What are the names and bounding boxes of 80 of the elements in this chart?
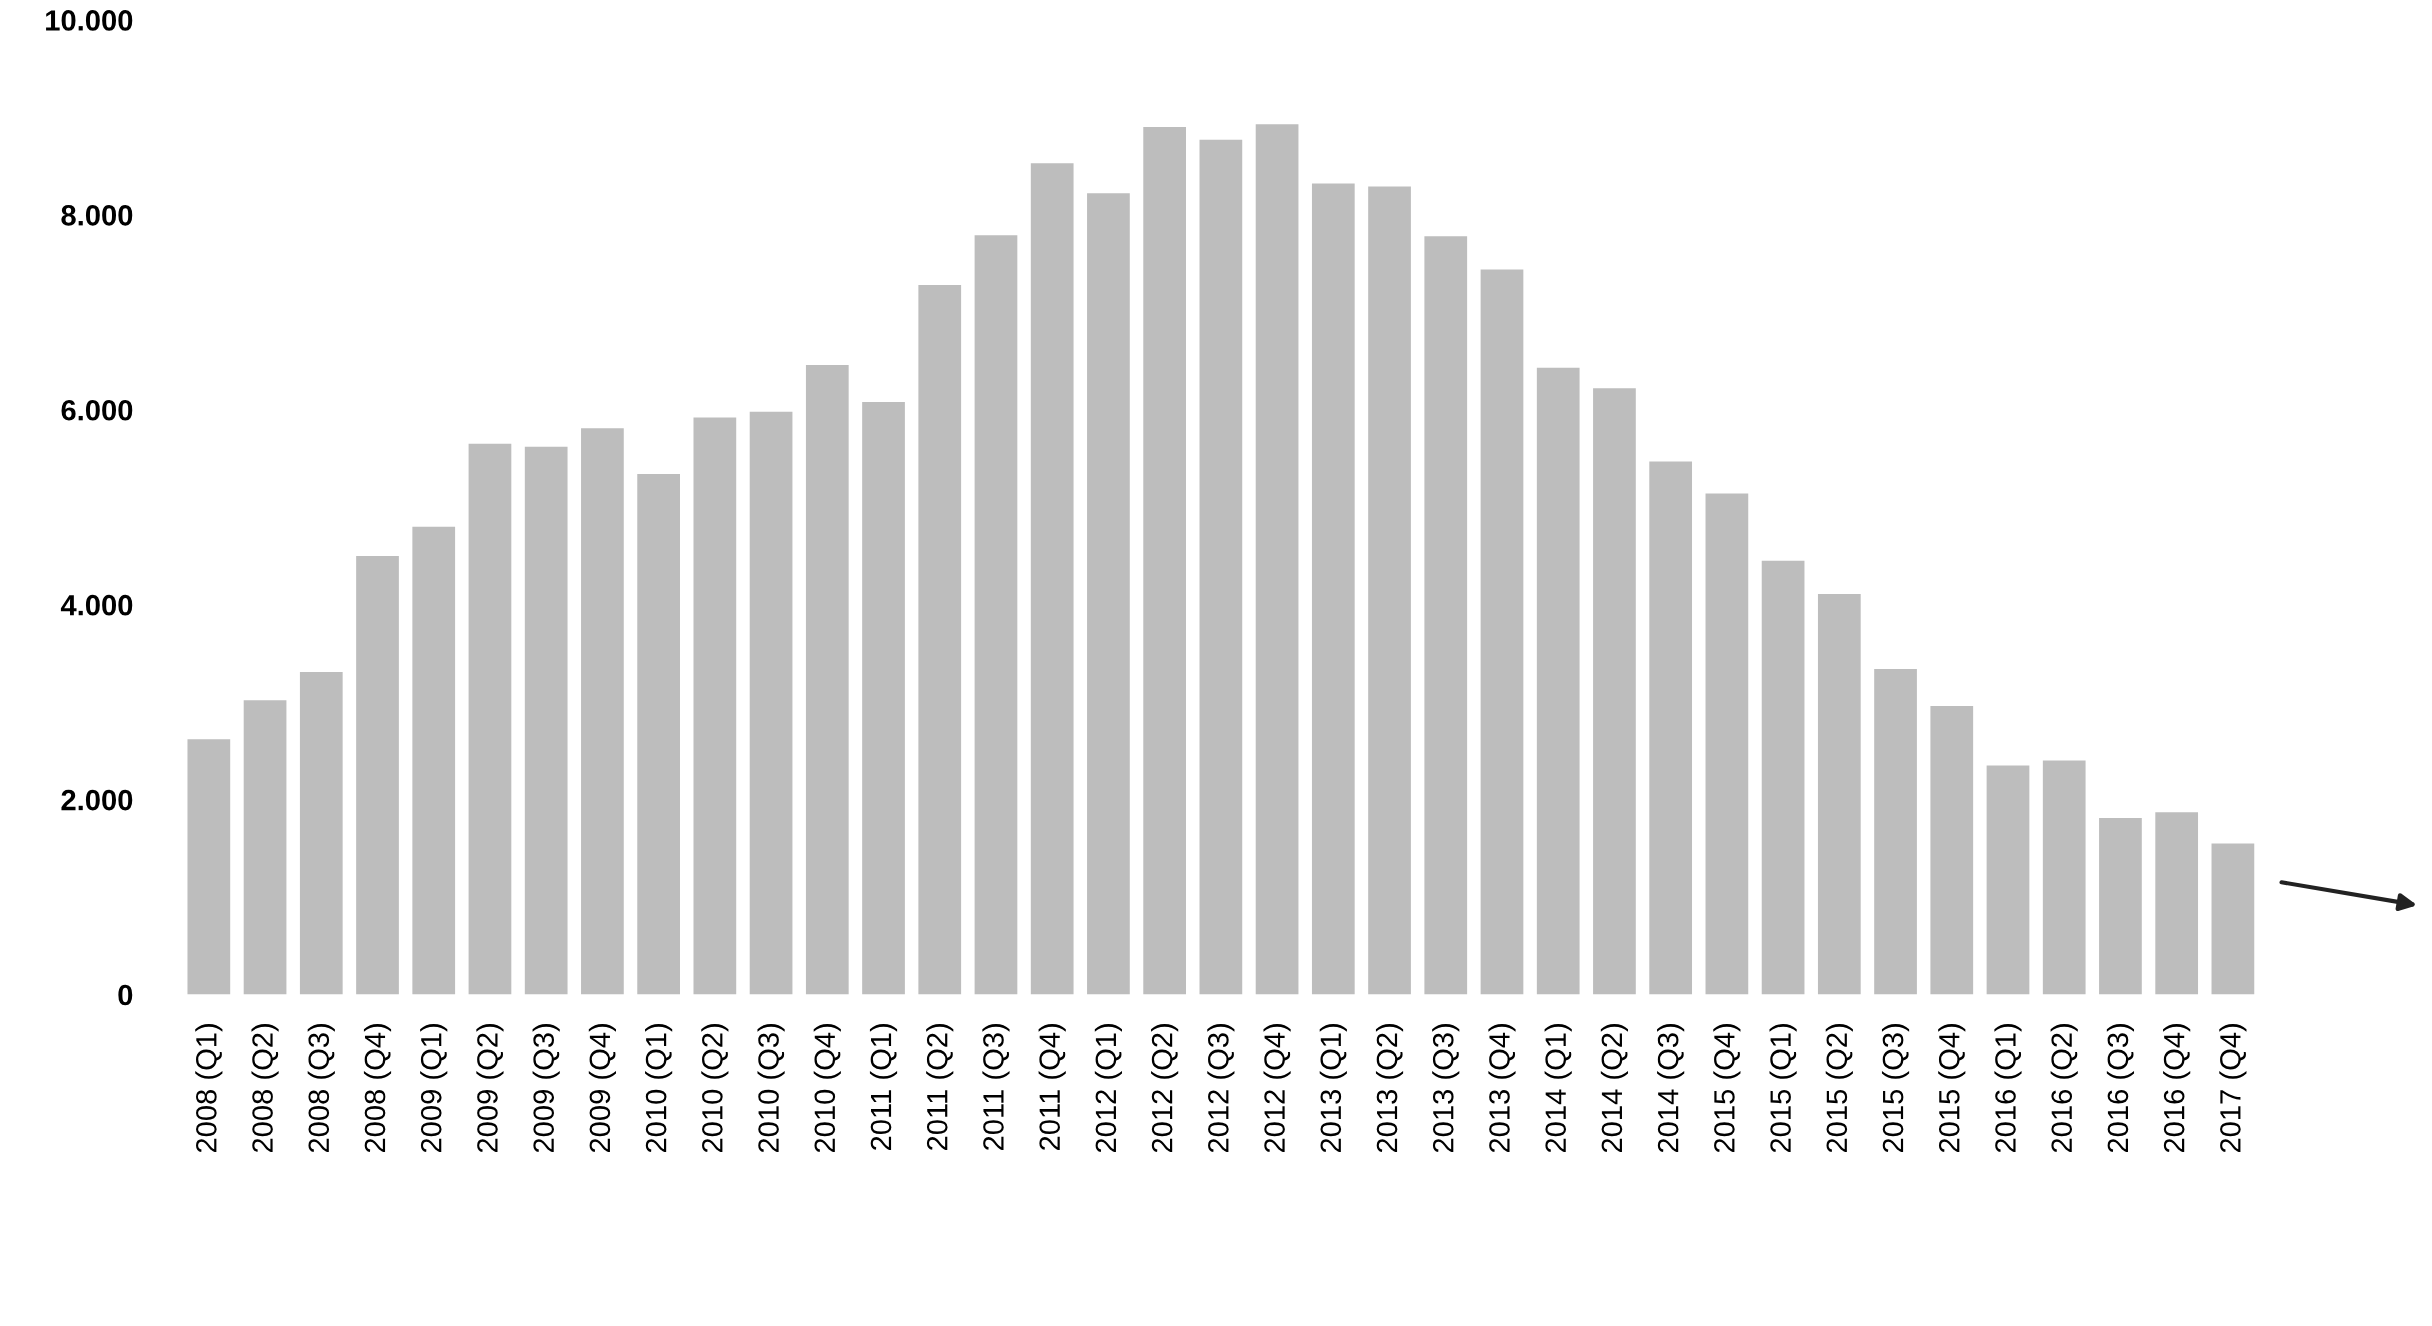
x-tick-label: 2014 (Q3) <box>1657 1024 1685 1153</box>
bar <box>693 417 737 995</box>
bar <box>1536 367 1580 995</box>
y-tick-label: 8.000 <box>61 205 133 226</box>
bar <box>1424 236 1468 995</box>
bar <box>1986 765 2030 995</box>
x-tick-label: 2009 (Q4) <box>588 1024 616 1153</box>
y-tick-label: 0 <box>118 984 133 1006</box>
bar <box>862 401 905 995</box>
bar <box>2042 760 2086 995</box>
x-tick-label: 2011 (Q3) <box>982 1024 1010 1150</box>
x-tick-label: 2016 (Q2) <box>2050 1024 2078 1153</box>
x-tick-label: 2016 (Q4) <box>2163 1024 2191 1153</box>
y-tick-label: 4.000 <box>60 594 133 616</box>
bar <box>2155 812 2199 995</box>
x-tick-label: 2010 (Q1) <box>645 1024 673 1153</box>
x-tick-label: 2008 (Q2) <box>251 1024 279 1153</box>
bar <box>581 428 624 995</box>
bar <box>1143 127 1187 995</box>
bar <box>749 411 793 995</box>
y-tick-label: 6.000 <box>61 399 133 421</box>
y-tick-label: 10.000 <box>46 10 133 31</box>
bar <box>805 364 849 995</box>
bar <box>1705 493 1749 995</box>
bar <box>1199 139 1243 995</box>
bar <box>1311 183 1355 995</box>
x-tick-label: 2009 (Q3) <box>532 1024 560 1153</box>
bar <box>1030 163 1074 995</box>
bar <box>2211 843 2255 995</box>
x-tick-label: 2012 (Q1) <box>1094 1024 1122 1153</box>
x-tick-label: 2010 (Q2) <box>701 1024 729 1153</box>
x-tick-label: 2008 (Q1) <box>195 1024 223 1153</box>
x-tick-label: 2010 (Q3) <box>757 1024 785 1153</box>
x-tick-label: 2011 (Q4) <box>1038 1024 1066 1150</box>
bar <box>1255 124 1299 995</box>
bar <box>299 671 343 995</box>
x-tick-label: 2012 (Q4) <box>1263 1024 1291 1153</box>
bar <box>918 284 962 995</box>
x-tick-label: 2015 (Q4) <box>1938 1024 1966 1153</box>
x-tick-label: 2011 (Q2) <box>926 1024 954 1150</box>
x-tick-label: 2013 (Q4) <box>1488 1024 1516 1153</box>
bar <box>637 474 680 995</box>
bar <box>1368 186 1411 995</box>
bar <box>524 446 568 995</box>
x-tick-label: 2015 (Q3) <box>1881 1024 1910 1153</box>
x-tick-label: 2015 (Q4) <box>1713 1024 1741 1153</box>
bar <box>187 739 231 995</box>
bar <box>1930 706 1974 995</box>
bar <box>468 443 512 995</box>
x-tick-label: 2009 (Q1) <box>420 1024 448 1153</box>
bar <box>1087 193 1130 995</box>
bar <box>1817 593 1861 995</box>
x-tick-label: 2012 (Q2) <box>1151 1024 1179 1153</box>
x-tick-label: 2009 (Q2) <box>476 1024 504 1153</box>
bar <box>412 526 456 995</box>
x-tick-label: 2016 (Q3) <box>2106 1024 2135 1153</box>
x-tick-label: 2014 (Q1) <box>1544 1024 1572 1153</box>
y-tick-label: 2.000 <box>61 789 133 811</box>
bar <box>2099 818 2142 995</box>
x-tick-label: 2008 (Q3) <box>307 1024 335 1153</box>
x-tick-label: 2010 (Q4) <box>813 1024 841 1153</box>
bar <box>356 555 399 995</box>
x-tick-label: 2013 (Q3) <box>1432 1024 1460 1153</box>
bar <box>1874 668 1917 995</box>
x-tick-label: 2008 (Q4) <box>363 1024 392 1153</box>
bar <box>1761 560 1805 995</box>
bar <box>1480 269 1524 995</box>
x-tick-label: 2011 (Q1) <box>869 1024 898 1150</box>
x-tick-label: 2013 (Q2) <box>1375 1024 1404 1153</box>
bar <box>1649 461 1693 995</box>
x-tick-label: 2015 (Q2) <box>1825 1024 1853 1153</box>
bar <box>1593 388 1636 995</box>
bar <box>243 700 287 995</box>
x-tick-label: 2015 (Q1) <box>1769 1024 1797 1153</box>
x-tick-label: 2016 (Q1) <box>1994 1024 2022 1153</box>
x-tick-label: 2017 (Q4) <box>2219 1024 2247 1153</box>
bar <box>974 235 1018 995</box>
x-tick-label: 2014 (Q2) <box>1600 1024 1629 1153</box>
x-tick-label: 2012 (Q3) <box>1207 1024 1235 1153</box>
x-tick-label: 2013 (Q1) <box>1319 1024 1347 1153</box>
